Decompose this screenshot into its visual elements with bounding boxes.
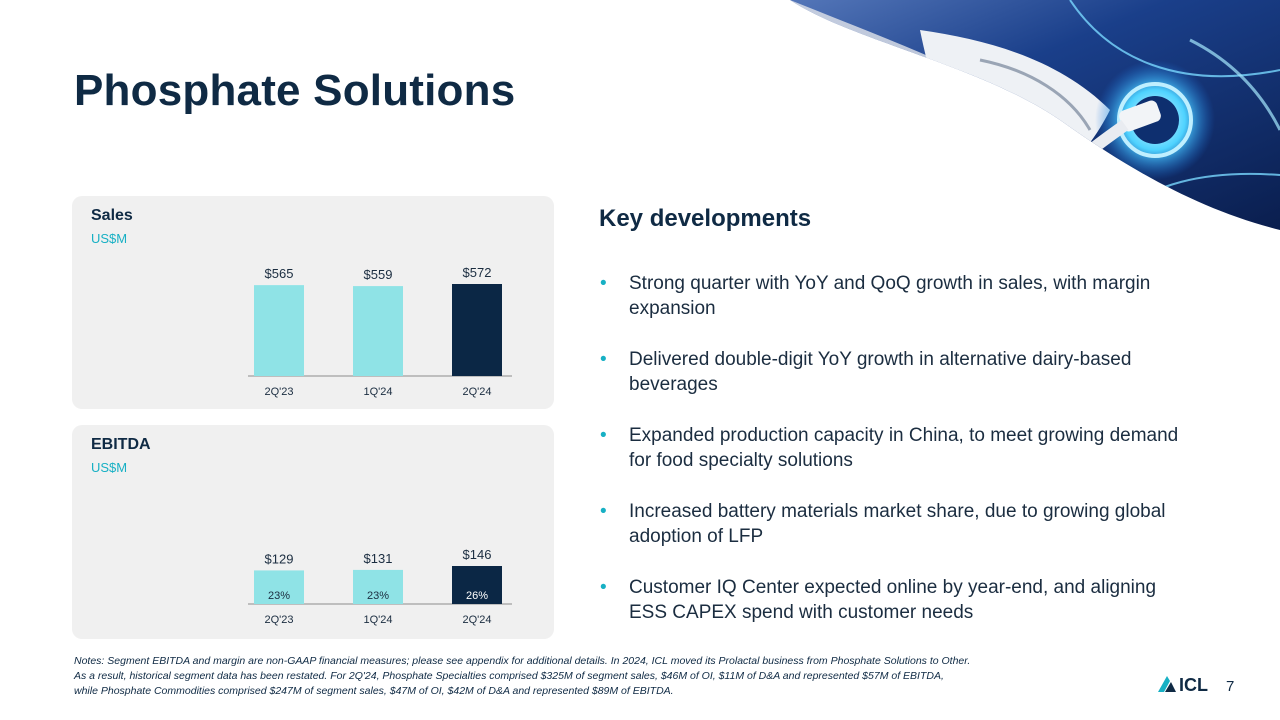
bar: [254, 285, 304, 376]
list-item: • Customer IQ Center expected online by y…: [598, 575, 1198, 625]
margin-label: 23%: [268, 590, 290, 602]
bullet-text: Delivered double-digit YoY growth in alt…: [629, 349, 1132, 395]
bar: [353, 569, 403, 604]
footnote-line: As a result, historical segment data has…: [74, 670, 944, 682]
footnotes: Notes: Segment EBITDA and margin are non…: [74, 654, 1154, 699]
margin-label: 23%: [367, 590, 389, 602]
key-developments-list: • Strong quarter with YoY and QoQ growth …: [598, 271, 1198, 651]
list-item: • Expanded production capacity in China, …: [598, 423, 1198, 473]
bullet-icon: •: [600, 273, 607, 294]
footnote-line: while Phosphate Commodities comprised $2…: [74, 685, 674, 697]
list-item: • Increased battery materials market shar…: [598, 499, 1198, 549]
bullet-text: Customer IQ Center expected online by ye…: [629, 577, 1157, 623]
bar: [254, 570, 304, 604]
ebitda-panel-title: EBITDA: [91, 436, 151, 453]
logo-text: ICL: [1179, 675, 1208, 694]
list-item: • Delivered double-digit YoY growth in al…: [598, 347, 1198, 397]
value-label: $131: [364, 551, 393, 566]
tick-label: 2Q'24: [462, 386, 491, 398]
value-label: $565: [265, 266, 294, 281]
bullet-text: Expanded production capacity in China, t…: [629, 425, 1179, 471]
bar: [353, 286, 403, 376]
ebitda-bar-chart: $129 2Q'23 23% $131 1Q'24 23% $146 2Q'24 26%: [248, 547, 512, 626]
page-number: 7: [1226, 678, 1235, 695]
tick-label: 1Q'24: [363, 386, 392, 398]
bullet-text: Increased battery materials market share…: [629, 501, 1166, 547]
slide-title: Phosphate Solutions: [74, 66, 516, 115]
bullet-icon: •: [600, 577, 607, 598]
bullet-icon: •: [600, 425, 607, 446]
margin-label: 26%: [466, 590, 488, 602]
sales-bar-chart: $565 2Q'23 $559 1Q'24 $572 2Q'24: [248, 265, 512, 398]
value-label: $559: [364, 267, 393, 282]
list-item: • Strong quarter with YoY and QoQ growth …: [598, 271, 1198, 321]
sales-panel-unit: US$M: [91, 231, 128, 246]
ebitda-panel-unit: US$M: [91, 460, 128, 475]
value-label: $146: [463, 547, 492, 562]
bullet-text: Strong quarter with YoY and QoQ growth i…: [629, 273, 1151, 319]
tick-label: 2Q'23: [264, 614, 293, 626]
value-label: $129: [265, 551, 294, 566]
ebitda-chart-panel: EBITDA US$M $129 2Q'23 23% $131 1Q'24 23% $146…: [72, 425, 554, 639]
ev-charging-photo: [730, 0, 1280, 230]
sales-panel-title: Sales: [91, 207, 133, 224]
value-label: $572: [463, 265, 492, 280]
sales-chart-panel: Sales US$M $565 2Q'23 $559 1Q'24 $572 2Q'24: [72, 196, 554, 409]
icl-logo-icon: ICL: [1158, 675, 1208, 694]
bar: [452, 566, 502, 604]
tick-label: 1Q'24: [363, 614, 392, 626]
footnote-line: Notes: Segment EBITDA and margin are non…: [74, 655, 971, 667]
key-developments-title: Key developments: [599, 205, 812, 232]
bullet-icon: •: [600, 501, 607, 522]
tick-label: 2Q'24: [462, 614, 491, 626]
tick-label: 2Q'23: [264, 386, 293, 398]
bar: [452, 284, 502, 376]
bullet-icon: •: [600, 349, 607, 370]
